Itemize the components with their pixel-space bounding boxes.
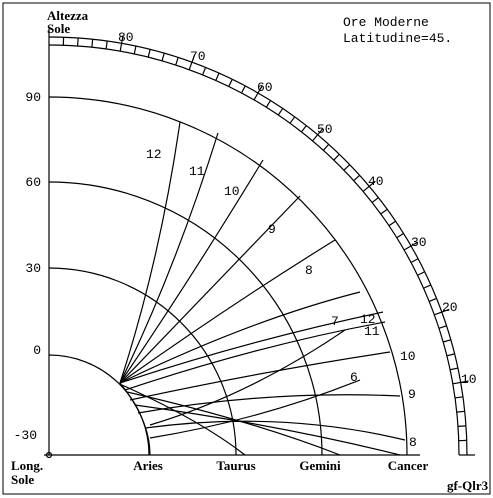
tick [240, 85, 246, 94]
tick [457, 425, 467, 427]
tick [380, 208, 388, 215]
info: Ore Moderne [343, 15, 429, 30]
sign-label: Aries [133, 458, 163, 473]
sign-label: Gemini [299, 458, 341, 473]
tick [449, 367, 458, 371]
tick [446, 353, 455, 357]
hour-label: 11 [189, 164, 205, 179]
scale-label: 50 [317, 122, 333, 137]
bottom-title: Long. [11, 458, 43, 473]
tick [343, 164, 351, 171]
arc-cancer [48, 96, 408, 456]
scale-ticks [48, 29, 475, 456]
hour-lines [119, 121, 406, 456]
hour-label: 10 [224, 184, 240, 199]
tick [175, 57, 179, 66]
hour-label: 9 [268, 222, 276, 237]
hour-label: 9 [408, 387, 416, 402]
axis-title: Sole [47, 21, 70, 36]
tick [423, 284, 432, 289]
credit: gf-Qlr3 [447, 478, 489, 493]
tick [333, 153, 340, 161]
scale-label: 20 [442, 300, 458, 315]
scale-label: 30 [411, 235, 427, 250]
pivot [45, 451, 53, 459]
tick [265, 100, 272, 108]
tick [362, 180, 376, 192]
tick [228, 79, 233, 87]
tick [202, 67, 207, 76]
arc-taurus [48, 267, 237, 456]
tick [133, 46, 137, 55]
tick [312, 128, 324, 142]
tick [353, 174, 361, 182]
tick [119, 35, 124, 52]
arc-aries [48, 354, 150, 456]
hour-label: 6 [350, 370, 358, 385]
tick [434, 308, 450, 316]
tick [388, 220, 396, 227]
scale-label: 70 [190, 49, 206, 64]
scale-label: 10 [461, 372, 477, 387]
left-label: 0 [33, 343, 41, 358]
hour-label: 8 [409, 435, 417, 450]
tick [417, 271, 425, 276]
scale-label: 40 [368, 174, 384, 189]
hour-label: 12 [146, 147, 162, 162]
tick [300, 125, 307, 133]
tick [253, 85, 263, 101]
tick [215, 72, 220, 81]
scale-label: 60 [257, 80, 273, 95]
tick [188, 54, 196, 70]
tick [322, 143, 330, 151]
left-label: -30 [14, 428, 37, 443]
tick [403, 241, 419, 251]
left-label: 30 [25, 261, 41, 276]
tick [410, 258, 419, 264]
tick [161, 53, 165, 62]
hour-label: 10 [400, 349, 416, 364]
tick [147, 49, 151, 58]
tick [452, 380, 469, 385]
left-label: 60 [25, 175, 41, 190]
hour-label: 7 [331, 314, 339, 329]
tick [396, 232, 404, 239]
hour-label: 8 [305, 263, 313, 278]
left-label: 90 [25, 90, 41, 105]
scale-inner-arc [48, 44, 460, 456]
tick [77, 37, 79, 47]
scale-outer-arc [48, 36, 468, 456]
tick [456, 410, 465, 413]
arc-gemini [48, 181, 323, 456]
tick [91, 39, 94, 48]
axis-title: Altezza [47, 8, 89, 23]
tick [277, 108, 284, 116]
sign-label: Cancer [388, 458, 429, 473]
sign-label: Taurus [216, 458, 255, 473]
tick [442, 339, 451, 343]
bottom-title: Sole [11, 472, 34, 487]
tick [454, 396, 464, 399]
hour-label: 12 [360, 312, 376, 327]
hour-label: 11 [364, 324, 380, 339]
tick [428, 297, 437, 302]
tick [438, 325, 447, 329]
scale-label: 80 [118, 30, 134, 45]
tick [371, 197, 379, 204]
tick [105, 40, 108, 50]
tick [289, 116, 296, 124]
info: Latitudine=45. [343, 31, 452, 46]
